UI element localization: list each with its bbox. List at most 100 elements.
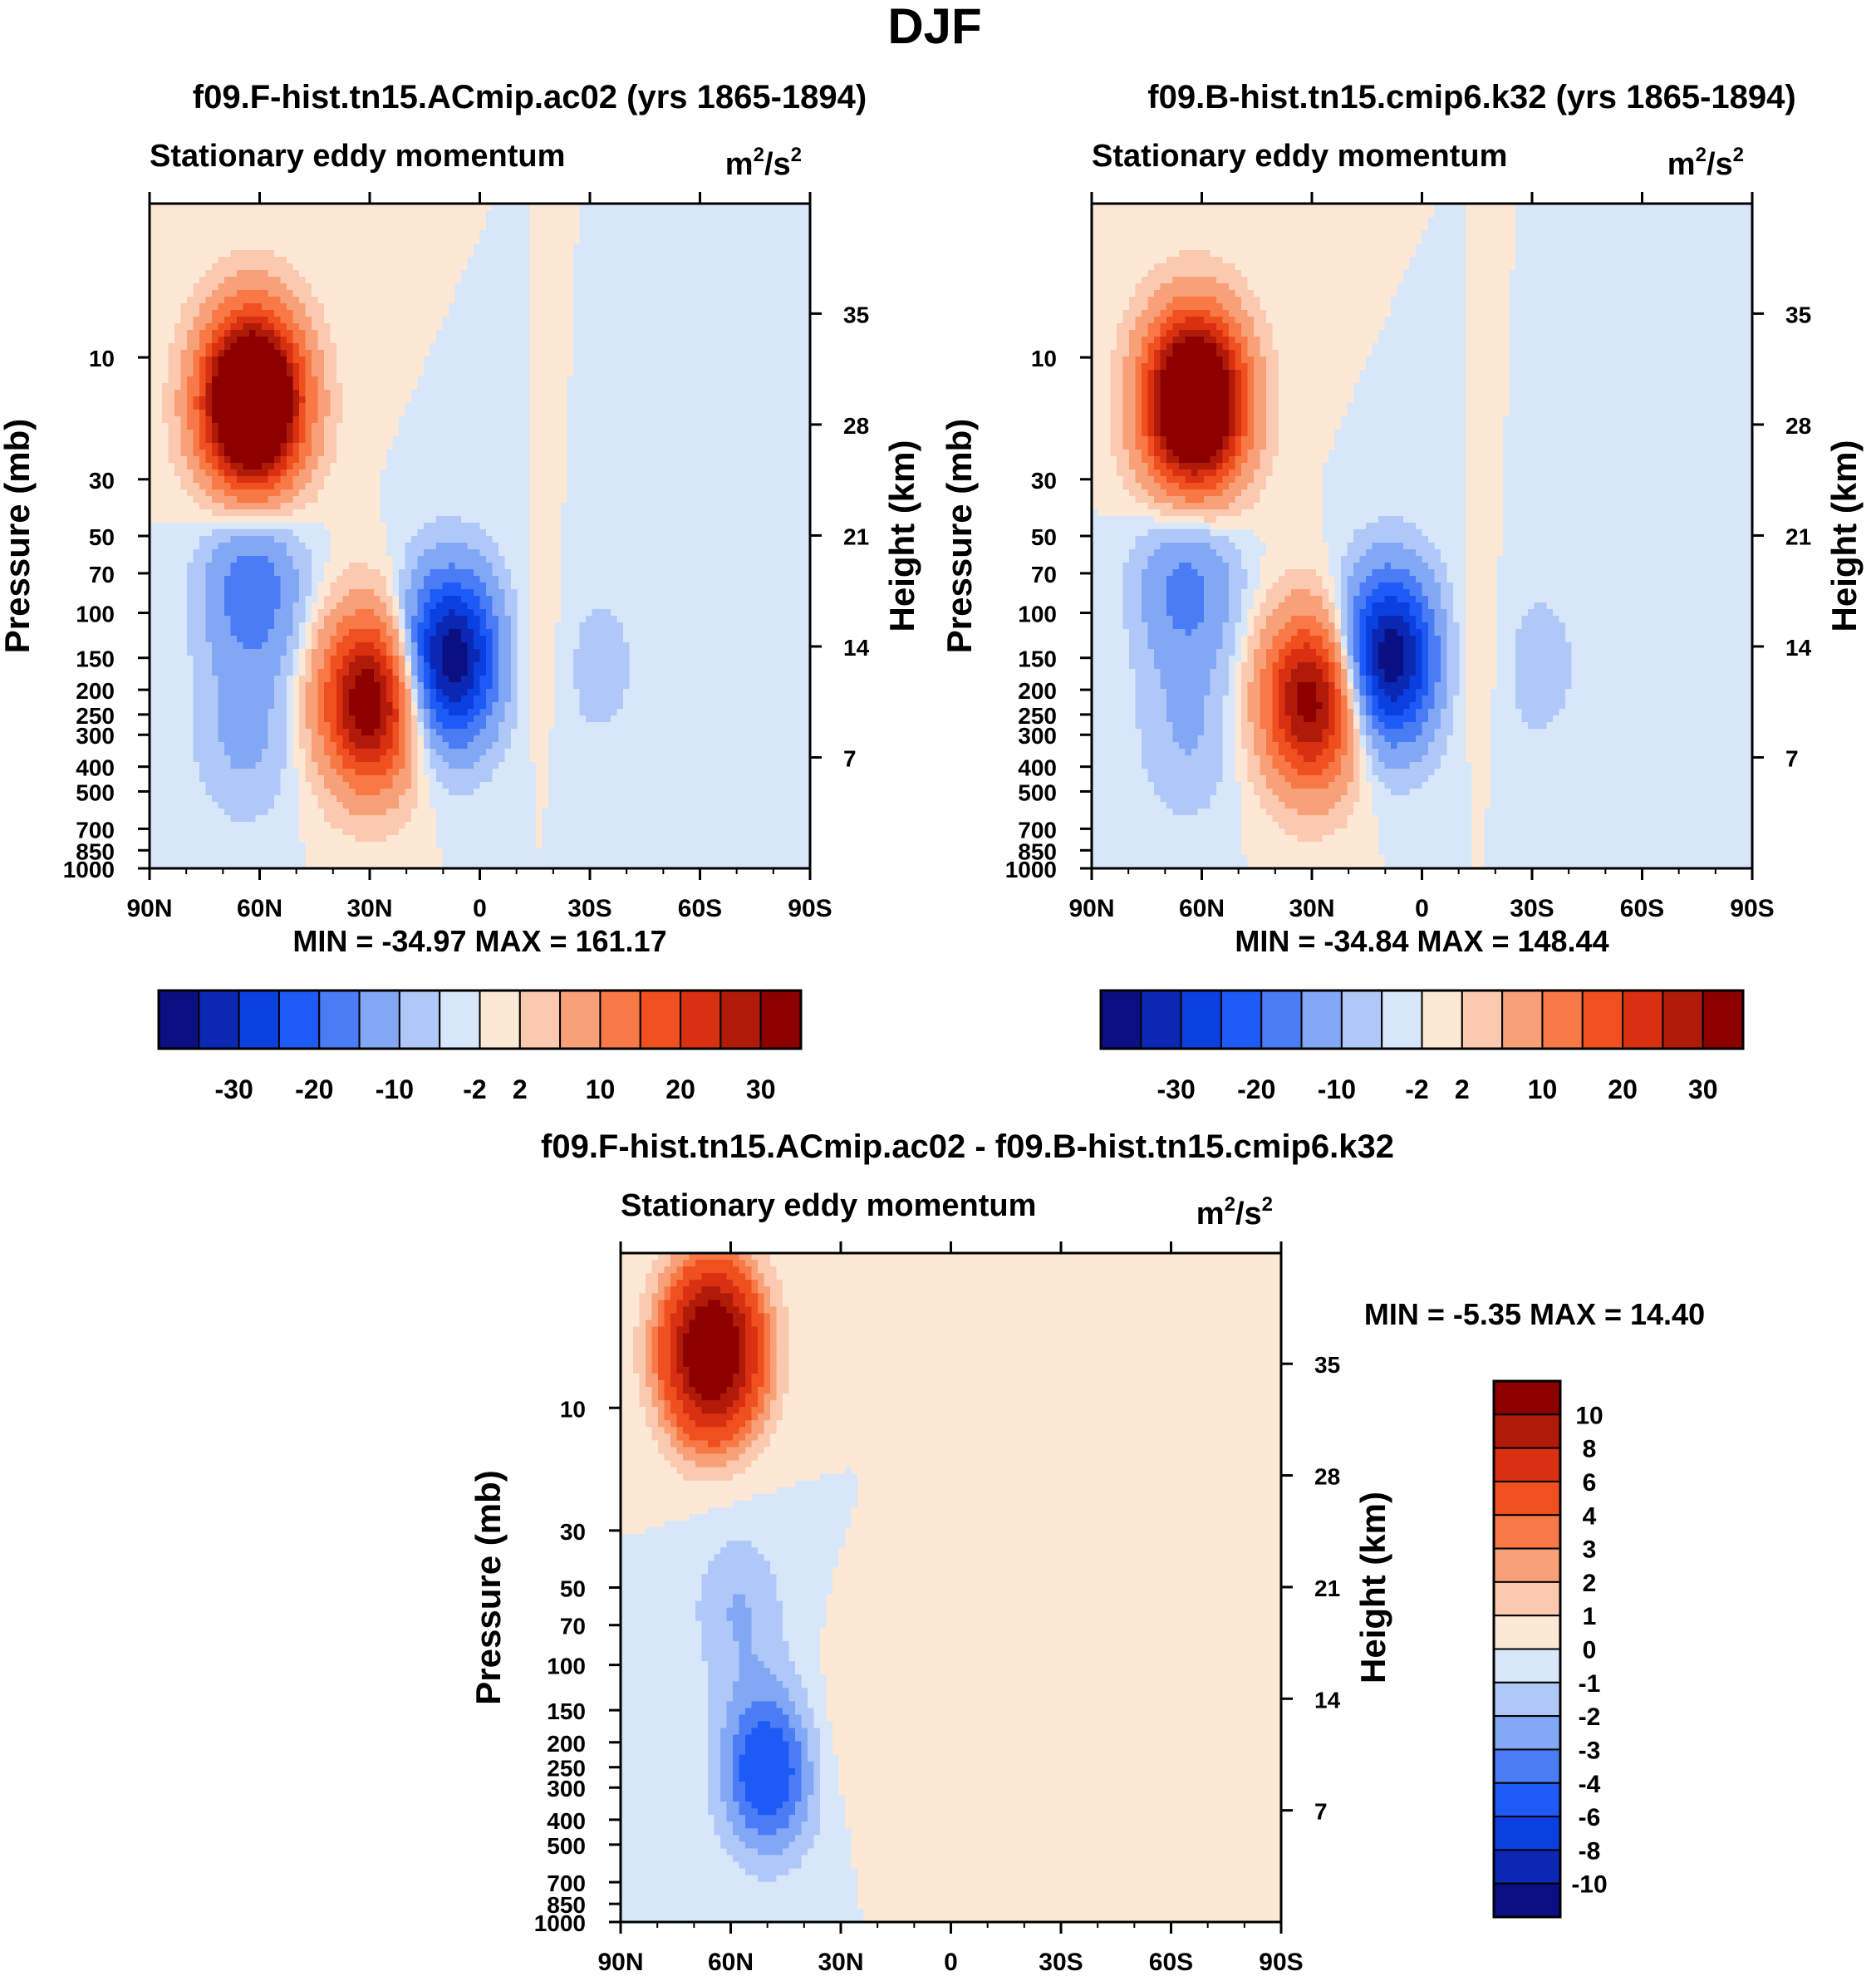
y-tick-label: 30: [89, 468, 115, 494]
colorbar-label: -30: [215, 1074, 253, 1104]
colorbar-label: 8: [1583, 1436, 1597, 1463]
y-tick-label: 400: [547, 1808, 586, 1834]
min-max-label: MIN = -34.97 MAX = 161.17: [292, 924, 666, 958]
x-tick-label: 60S: [1620, 895, 1664, 922]
height-tick-label: 35: [1785, 302, 1811, 327]
left-string: Stationary eddy momentum: [150, 139, 565, 174]
y-tick-label: 500: [76, 779, 115, 805]
height-tick-label: 14: [1785, 635, 1812, 661]
panel-title: f09.F-hist.tn15.ACmip.ac02 - f09.B-hist.…: [541, 1128, 1394, 1165]
x-tick-label: 30S: [1039, 1949, 1083, 1976]
colorbar-box: [1502, 990, 1542, 1049]
x-tick-label: 0: [1415, 895, 1429, 922]
height-tick-label: 7: [843, 745, 857, 771]
x-tick-label: 90S: [1259, 1949, 1303, 1976]
colorbar-label: -1: [1579, 1670, 1601, 1698]
y-tick-label: 30: [1031, 468, 1057, 494]
colorbar-label: 20: [665, 1074, 695, 1104]
colorbar-box: [1623, 990, 1662, 1049]
height-tick-label: 7: [1314, 1799, 1328, 1825]
x-tick-label: 60S: [1149, 1949, 1193, 1976]
height-tick-label: 14: [1314, 1687, 1341, 1713]
colorbar-box: [680, 990, 720, 1049]
x-tick-label: 30N: [346, 895, 392, 922]
y-tick-label: 400: [76, 755, 115, 781]
y-tick-label: 10: [560, 1396, 586, 1422]
colorbar-label: 1: [1583, 1603, 1597, 1630]
colorbar-box: [1494, 1582, 1560, 1615]
colorbar-box: [480, 990, 520, 1049]
colorbar-box: [360, 990, 400, 1049]
colorbar-label: 20: [1608, 1074, 1638, 1104]
colorbar-box: [1494, 1816, 1560, 1850]
y-tick-label: 10: [89, 346, 115, 371]
colorbar-box: [641, 990, 680, 1049]
y-axis-label-right: Height (km): [1353, 1492, 1392, 1684]
colorbar-label: 2: [1583, 1570, 1597, 1597]
contour-fill: [621, 1253, 1282, 1923]
colorbar-box: [1542, 990, 1582, 1049]
colorbar-label: 2: [1455, 1074, 1470, 1104]
colorbar-box: [1342, 990, 1382, 1049]
colorbar-box: [1494, 1884, 1560, 1917]
height-tick-label: 28: [1314, 1464, 1340, 1490]
y-tick-label: 200: [1018, 678, 1057, 704]
y-axis-label-right: Height (km): [1824, 440, 1864, 632]
y-tick-label: 50: [89, 524, 115, 550]
x-tick-label: 90S: [1730, 895, 1774, 922]
y-tick-label: 200: [547, 1731, 586, 1757]
colorbar-box: [1101, 990, 1141, 1049]
colorbar-label: -10: [376, 1074, 414, 1104]
colorbar-box: [1462, 990, 1502, 1049]
colorbar-box: [1494, 1448, 1560, 1482]
colorbar-box: [1494, 1649, 1560, 1683]
height-tick-label: 35: [843, 302, 869, 327]
panel-title: f09.B-hist.tn15.cmip6.k32 (yrs 1865-1894…: [1147, 79, 1795, 116]
units-label: m2/s2: [1667, 144, 1744, 182]
height-tick-label: 14: [843, 635, 870, 661]
y-tick-label: 1000: [63, 857, 115, 882]
panel-title: f09.F-hist.tn15.ACmip.ac02 (yrs 1865-189…: [193, 79, 867, 116]
left-string: Stationary eddy momentum: [1092, 139, 1507, 174]
y-axis-label-right: Height (km): [882, 440, 921, 632]
colorbar-box: [1181, 990, 1221, 1049]
y-tick-label: 100: [76, 602, 115, 627]
y-tick-label: 150: [76, 646, 115, 672]
y-tick-label: 70: [560, 1614, 586, 1639]
figure-title: DJF: [887, 0, 981, 54]
colorbar-label: -2: [463, 1074, 486, 1104]
colorbar-label: 10: [1575, 1402, 1603, 1429]
colorbar-box: [1422, 990, 1462, 1049]
colorbar-box: [720, 990, 760, 1049]
colorbar-label: -8: [1579, 1837, 1601, 1865]
colorbar-box: [1221, 990, 1261, 1049]
y-axis-label: Pressure (mb): [0, 419, 37, 653]
x-tick-label: 60N: [1179, 895, 1225, 922]
colorbar-label: -3: [1579, 1737, 1601, 1764]
colorbar-box: [440, 990, 479, 1049]
colorbar-label: 0: [1583, 1637, 1597, 1664]
x-tick-label: 90S: [788, 895, 832, 922]
min-max-label: MIN = -34.84 MAX = 148.44: [1235, 924, 1608, 958]
colorbar-label: -20: [1237, 1074, 1275, 1104]
x-tick-label: 30N: [818, 1949, 863, 1976]
colorbar-label: 30: [1688, 1074, 1718, 1104]
colorbar-box: [319, 990, 359, 1049]
x-tick-label: 90N: [126, 895, 172, 922]
colorbar-box: [199, 990, 238, 1049]
colorbar-box: [1494, 1549, 1560, 1582]
x-tick-label: 60N: [237, 895, 282, 922]
y-tick-label: 50: [1031, 524, 1057, 550]
y-tick-label: 150: [547, 1698, 586, 1724]
colorbar-label: 10: [586, 1074, 616, 1104]
colorbar-box: [1494, 1482, 1560, 1515]
colorbar-box: [1382, 990, 1422, 1049]
colorbar-box: [279, 990, 319, 1049]
height-tick-label: 28: [1785, 413, 1811, 439]
colorbar-label: -10: [1571, 1871, 1607, 1899]
x-tick-label: 90N: [597, 1949, 643, 1976]
panel-2: f09.B-hist.tn15.cmip6.k32 (yrs 1865-1894…: [940, 79, 1864, 958]
y-tick-label: 10: [1031, 346, 1057, 371]
y-tick-label: 300: [76, 723, 115, 749]
